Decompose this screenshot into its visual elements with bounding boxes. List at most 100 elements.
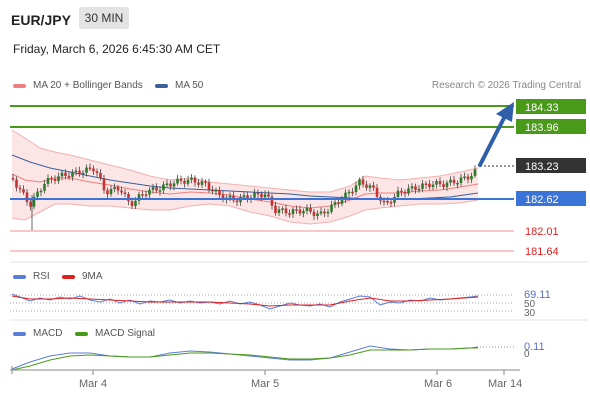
candle-body [162, 184, 165, 191]
candle-body [333, 202, 337, 205]
legend-macd-signal: MACD Signal [75, 328, 155, 339]
candle-body [305, 207, 309, 212]
candle-body [424, 183, 428, 186]
forecast-arrow-head [496, 102, 514, 122]
candle-body [25, 192, 29, 202]
bollinger-lower-line [11, 199, 479, 225]
candle-body [438, 181, 442, 185]
candle-body [291, 209, 295, 215]
price-text-184-33: 184.33 [525, 102, 559, 114]
legend-swatch-9ma [62, 274, 75, 279]
candle-body [186, 179, 190, 184]
candle-body [144, 194, 148, 196]
candle-body [284, 208, 288, 214]
candle-body [176, 178, 179, 184]
candle-body [456, 182, 459, 185]
candle-body [50, 177, 53, 180]
candle-body [99, 172, 102, 179]
timeframe-badge[interactable]: 30 MIN [79, 7, 129, 29]
legend-swatch-ma50 [155, 83, 168, 88]
candle-body [337, 202, 340, 204]
candle-body [365, 184, 368, 188]
datetime-label: Friday, March 6, 2026 6:45:30 AM CET [13, 42, 221, 56]
candle-body [449, 179, 452, 183]
candle-body [74, 170, 78, 173]
legend-label-ma50: MA 50 [175, 80, 204, 91]
candle-body [361, 179, 365, 185]
candle-body [323, 211, 326, 214]
candle-body [183, 180, 186, 184]
price-text-183-23: 183.23 [525, 161, 559, 173]
candle-body [71, 171, 74, 177]
candle-body [109, 189, 113, 195]
candle-body [200, 181, 204, 185]
candle-body [92, 168, 95, 172]
candle-body [207, 182, 211, 190]
legend-label-macd-signal: MACD Signal [95, 328, 156, 339]
candle-body [127, 193, 130, 202]
candle-body [123, 192, 127, 194]
candle-body [463, 176, 466, 178]
candle-body [421, 183, 424, 189]
symbol-title: EUR/JPY [11, 12, 71, 28]
candle-body [428, 183, 431, 187]
candle-body [417, 188, 421, 191]
candle-body [141, 194, 144, 196]
price-text-182-62: 182.62 [525, 194, 559, 206]
candle-body [53, 178, 57, 181]
legend-label-ma20: MA 20 + Bollinger Bands [33, 80, 143, 91]
candle-body [340, 199, 344, 204]
candle-body [466, 176, 470, 180]
price-box-183-23 [516, 158, 586, 173]
candle-body [263, 194, 267, 198]
candle-body [309, 207, 312, 212]
macd-signal-line [11, 347, 478, 371]
candlestick-series [11, 163, 477, 230]
legend-ma50: MA 50 [155, 80, 203, 91]
candle-body [64, 172, 67, 176]
candle-body [442, 184, 445, 187]
candle-body [288, 213, 291, 215]
price-text-181-64: 181.64 [525, 246, 559, 258]
candle-body [403, 192, 407, 194]
candle-body [214, 189, 218, 192]
legend-swatch-rsi [13, 274, 26, 279]
candle-body [281, 208, 284, 210]
candle-body [120, 190, 123, 193]
candle-body [22, 189, 25, 193]
candle-body [165, 183, 169, 186]
candle-body [155, 187, 158, 191]
legend-label-9ma: 9MA [82, 271, 103, 282]
candle-body [113, 186, 116, 190]
price-label-183-23: 183.23 [516, 158, 586, 173]
candle-body [204, 181, 207, 183]
candle-body [85, 167, 88, 173]
candle-body [32, 196, 36, 207]
candle-body [312, 211, 316, 216]
candle-body [179, 178, 183, 181]
bollinger-band-area [12, 130, 478, 224]
candle-body [43, 183, 46, 191]
candle-body [435, 181, 438, 185]
price-label-184-33: 184.33 [516, 99, 586, 114]
candle-body [88, 167, 92, 170]
candle-body [302, 211, 305, 214]
candle-body [221, 194, 225, 200]
rsi-50-label: 50 [524, 299, 536, 310]
candle-body [67, 175, 71, 178]
candle-body [382, 200, 386, 203]
candle-body [389, 201, 393, 204]
legend-9ma: 9MA [62, 271, 103, 282]
x-label-mar6: Mar 6 [424, 378, 452, 390]
candle-body [106, 190, 109, 195]
credit-text: Research © 2026 Trading Central [431, 80, 581, 91]
candle-body [151, 187, 155, 190]
candle-body [473, 169, 477, 176]
candle-body [267, 194, 270, 197]
candle-body [351, 191, 354, 194]
candle-body [330, 204, 333, 212]
candle-body [372, 185, 375, 188]
candle-body [57, 176, 60, 181]
legend-label-rsi: RSI [33, 271, 50, 282]
